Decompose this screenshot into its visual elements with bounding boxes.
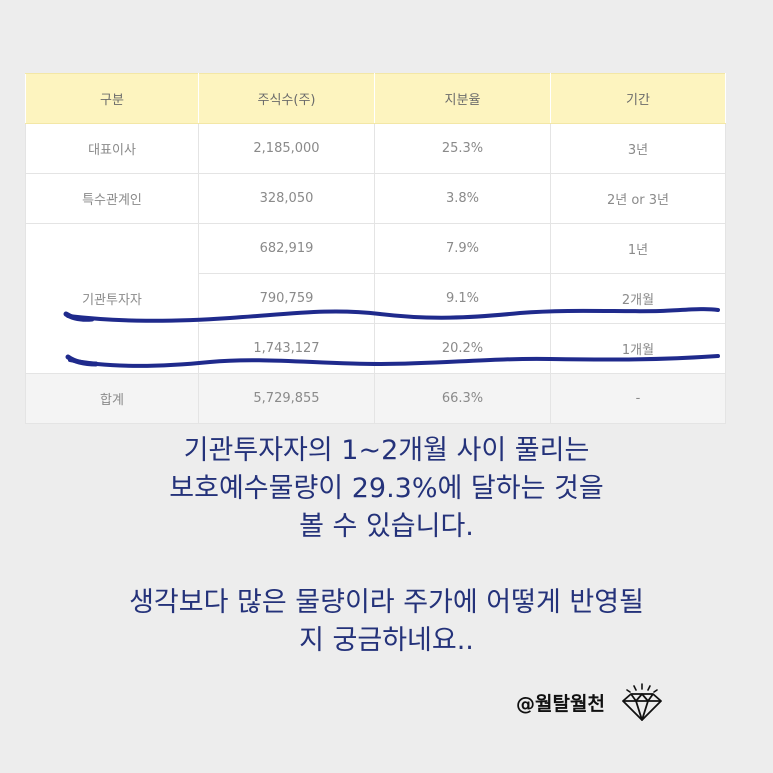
caption-line: 기관투자자의 1~2개월 사이 풀리는 [183, 435, 590, 466]
row-period: 2년 or 3년 [550, 173, 726, 224]
row-shares: 2,185,000 [198, 123, 375, 174]
row-category: 특수관계인 [25, 173, 199, 224]
row-period: 1년 [550, 223, 726, 274]
header-shares: 주식수(주) [198, 73, 375, 124]
lockup-table-container: 구분 주식수(주) 지분율 기간 대표이사 2,185,000 25.3% 3년… [25, 73, 726, 424]
caption-block: 기관투자자의 1~2개월 사이 풀리는 보호예수물량이 29.3%에 달하는 것… [0, 432, 773, 660]
lockup-shares-table: 구분 주식수(주) 지분율 기간 대표이사 2,185,000 25.3% 3년… [25, 73, 726, 424]
total-category: 합계 [25, 373, 199, 424]
caption-line: 보호예수물량이 29.3%에 달하는 것을 [169, 473, 604, 504]
table-header-row: 구분 주식수(주) 지분율 기간 [25, 73, 726, 124]
table-total-row: 합계 5,729,855 66.3% - [25, 373, 726, 424]
caption-line: 생각보다 많은 물량이라 주가에 어떻게 반영될 [129, 587, 644, 618]
total-shares: 5,729,855 [198, 373, 375, 424]
row-category: 대표이사 [25, 123, 199, 174]
row-ratio: 7.9% [374, 223, 551, 274]
table-row: 기관투자자 682,919 7.9% 1년 [25, 223, 726, 374]
row-ratio: 9.1% [374, 273, 551, 324]
row-shares: 682,919 [198, 223, 375, 274]
row-ratio: 20.2% [374, 323, 551, 374]
row-period: 3년 [550, 123, 726, 174]
row-ratio: 25.3% [374, 123, 551, 174]
row-ratio: 3.8% [374, 173, 551, 224]
table-row: 대표이사 2,185,000 25.3% 3년 [25, 123, 726, 174]
total-ratio: 66.3% [374, 373, 551, 424]
caption-line: 볼 수 있습니다. [299, 511, 474, 542]
row-period: 2개월 [550, 273, 726, 324]
brand-signature: @월탈월천 [516, 683, 665, 721]
row-category-merged: 기관투자자 [25, 223, 199, 374]
row-shares: 790,759 [198, 273, 375, 324]
header-ratio: 지분율 [374, 73, 551, 124]
row-period: 1개월 [550, 323, 726, 374]
total-period: - [550, 373, 726, 424]
brand-handle: @월탈월천 [516, 692, 605, 715]
row-shares: 1,743,127 [198, 323, 375, 374]
header-period: 기간 [550, 73, 726, 124]
header-category: 구분 [25, 73, 199, 124]
caption-line: 지 궁금하네요.. [299, 625, 474, 656]
diamond-icon [622, 683, 662, 721]
row-shares: 328,050 [198, 173, 375, 224]
table-row: 특수관계인 328,050 3.8% 2년 or 3년 [25, 173, 726, 224]
